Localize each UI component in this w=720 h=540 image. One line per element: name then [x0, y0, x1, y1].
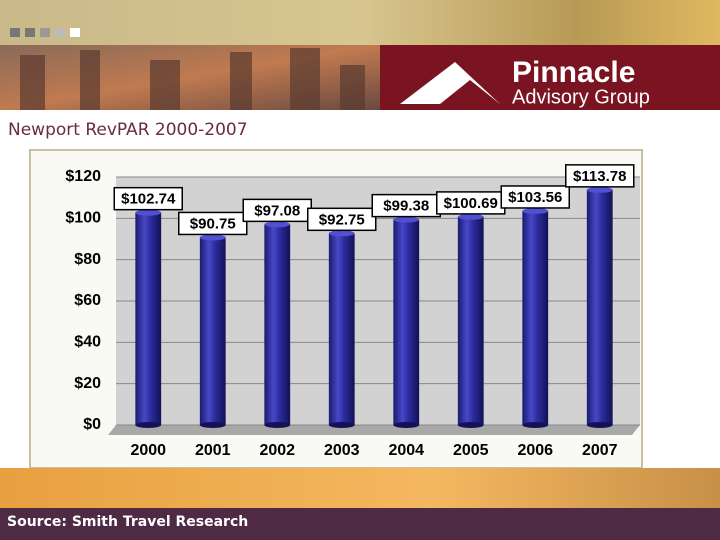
y-tick-label: $0 [83, 416, 101, 433]
y-tick-label: $100 [65, 210, 101, 227]
x-tick-label: 2002 [259, 442, 295, 459]
subbrand: Advisory Group [512, 86, 650, 108]
x-tick-label: 2006 [517, 442, 553, 459]
value-label-box [178, 211, 248, 236]
value-label: $92.75 [319, 211, 365, 228]
y-tick-label: $80 [74, 251, 101, 268]
value-label-box [307, 207, 377, 232]
header-squares [10, 28, 80, 37]
value-label-box [565, 164, 635, 188]
value-label: $97.08 [254, 202, 300, 219]
footer-band [0, 508, 720, 540]
bar-base [586, 422, 613, 428]
bar [522, 210, 549, 425]
bar [135, 212, 162, 425]
bar [457, 216, 484, 425]
bar-cap [457, 213, 484, 220]
x-tick-label: 2000 [130, 442, 166, 459]
bar [199, 237, 226, 425]
chart-title: Newport RevPAR 2000-2007 [8, 120, 248, 140]
header-strip [0, 0, 720, 45]
x-tick-label: 2007 [582, 442, 618, 459]
bar-cap [199, 234, 226, 241]
y-tick-label: $20 [74, 375, 101, 392]
skyline [20, 48, 365, 110]
bar [264, 224, 291, 425]
bar [586, 189, 613, 425]
bar-base [328, 422, 355, 428]
city-image [0, 45, 380, 110]
bar-cap [586, 186, 613, 193]
bar-cap [393, 216, 420, 223]
brand: Pinnacle [512, 56, 635, 89]
x-tick-label: 2005 [453, 442, 489, 459]
bar-base [522, 422, 549, 428]
bar-cap [264, 221, 291, 228]
value-label: $99.38 [383, 198, 429, 215]
value-label: $113.78 [573, 168, 626, 185]
bar-base [393, 422, 420, 428]
bar-base [264, 422, 291, 428]
x-tick-label: 2004 [388, 442, 424, 459]
bar-cap [522, 207, 549, 214]
x-tick-label: 2001 [195, 442, 231, 459]
bar-cap [135, 209, 162, 216]
bar-base [457, 422, 484, 428]
bar [393, 219, 420, 425]
orange-strip [0, 468, 720, 508]
value-label: $100.69 [444, 195, 498, 212]
y-tick-label: $60 [74, 292, 101, 309]
value-label-box [500, 185, 570, 209]
value-label: $90.75 [190, 215, 236, 232]
bar-cap [328, 230, 355, 237]
source: Source: Smith Travel Research [7, 514, 248, 530]
value-label: $102.74 [121, 191, 176, 208]
y-tick-label: $120 [65, 168, 101, 185]
x-tick-label: 2003 [324, 442, 360, 459]
logo-mark-cut [440, 80, 500, 104]
value-label: $103.56 [508, 189, 562, 206]
value-label-box [113, 186, 183, 211]
plot-floor [108, 425, 640, 435]
bar [328, 233, 355, 425]
bar-base [135, 422, 162, 428]
y-tick-label: $40 [74, 334, 101, 351]
bar-base [199, 422, 226, 428]
